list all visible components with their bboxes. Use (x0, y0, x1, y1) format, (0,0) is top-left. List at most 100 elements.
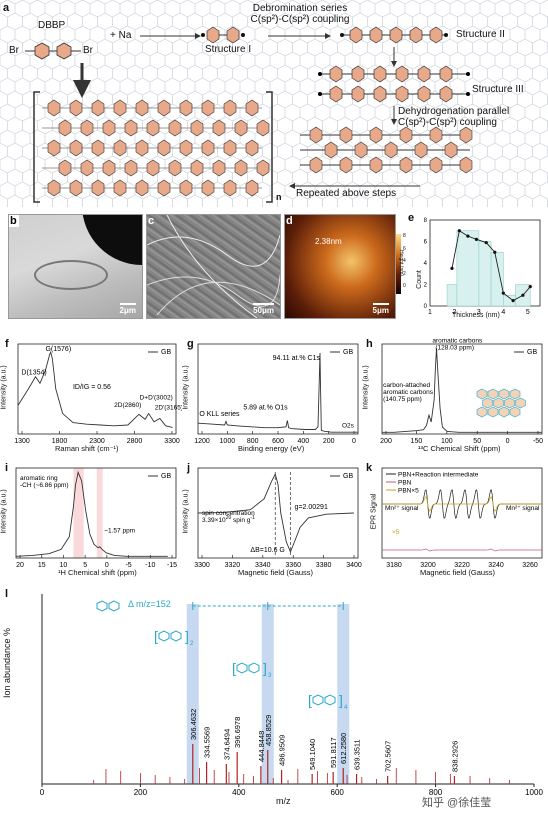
annotation-c-attached: carbon-attached aromatic carbons (140.75 p… (383, 382, 434, 403)
benzene-ring (102, 119, 116, 137)
annotation-d-dprime: D+D'(3002) (140, 395, 173, 402)
benzene-ring (91, 139, 105, 157)
benzene-ring (113, 179, 127, 197)
fit-point (474, 237, 479, 241)
repeated-steps-label: Repeated above steps (296, 188, 397, 199)
benzene-ring (179, 179, 193, 197)
x-tick-label: 2800 (127, 438, 143, 445)
x-tick-label: 3 (477, 309, 481, 316)
histogram-bar (446, 284, 458, 307)
x-tick-label: 0 (105, 562, 109, 569)
ms-peak-label: 486.9509 (278, 735, 287, 766)
fit-point (528, 285, 532, 289)
ms-peak-label: 591.8117 (329, 737, 338, 768)
panel-j-ylabel: Intensity (a.u.) (182, 489, 190, 534)
graphene-hexagon (509, 388, 521, 400)
y-tick-label: 8 (424, 218, 428, 224)
oligomer-highlight (337, 604, 350, 784)
panel-a: a DBBP Br Br + Na Debromination series C… (0, 0, 548, 207)
x-tick-label: -5 (125, 562, 131, 569)
benzene-ring (168, 159, 182, 177)
x-tick-label: 800 (429, 788, 443, 797)
panel-j-label: j (187, 462, 191, 474)
ms-peak-label: 306.4632 (189, 709, 198, 740)
x-tick-label: 1300 (14, 438, 30, 445)
panel-j: j 3300 3320 3340 3360 3380 3400 GB g=2.00291 spi… (182, 462, 364, 580)
x-tick-label: 0 (352, 438, 356, 445)
fit-point (521, 293, 525, 297)
epr-spectrum-pbn: 3180 3200 3220 3240 3260 PBN+Reaction interme… (381, 467, 543, 569)
panel-g-label: g (187, 338, 194, 350)
annotation-g-value: g=2.00291 (295, 504, 328, 511)
panel-f-xlabel: Raman shift (cm⁻¹) (55, 444, 119, 453)
x-tick-label: 0 (506, 438, 510, 445)
legend-label: GB (161, 473, 171, 480)
dimer-ring (158, 630, 170, 642)
panel-i-label: i (5, 462, 9, 474)
benzene-ring (102, 159, 116, 177)
annotation-o1s: 5.89 at.% O1s (243, 405, 288, 412)
h1-nmr-spectrum: 20 15 10 5 0 -5 -10 -15 GB aromatic ring -CH (~6.8… (15, 467, 177, 569)
benzene-ring (256, 119, 270, 137)
panel-k-label: k (366, 462, 373, 474)
dehydrogenated-ribbon (300, 126, 473, 174)
benzene-ring (135, 179, 149, 197)
afm-image-d: d 2.38nm 5μm (284, 214, 396, 319)
benzene-ring (58, 119, 72, 137)
benzene-ring (201, 99, 215, 117)
spectrum-line (197, 352, 358, 433)
benzene-ring (212, 159, 226, 177)
x-tick-label: 3180 (386, 562, 402, 569)
colorbar-tick: 0 (403, 283, 406, 289)
x-tick-label: -15 (167, 562, 177, 569)
legend-label: GB (343, 349, 353, 356)
panel-l-xlabel: m/z (276, 796, 291, 806)
x-tick-label: 200 (134, 788, 148, 797)
dehydrogenation-line1: Dehydrogenation parallel (398, 106, 510, 117)
benzene-ring (80, 119, 94, 137)
graphene-hexagon (487, 406, 499, 418)
annotation-aromatic: aromatic ring -CH (~6.86 ppm) (20, 475, 69, 489)
benzene-ring (146, 159, 160, 177)
legend-label: PBN+Reaction intermediate (398, 472, 479, 479)
annotation-d-band: D(1354) (21, 370, 46, 377)
legend-label: GB (161, 349, 171, 356)
graphene-hexagon (515, 397, 526, 409)
benzene-ring (124, 119, 138, 137)
c13-nmr-spectrum: 200 150 100 50 0 -50 GB hydrogen-bondedaromatic… (380, 330, 543, 445)
x-tick-label: 800 (247, 438, 259, 445)
x-tick-label: -50 (533, 438, 543, 445)
fit-point (457, 229, 461, 233)
fit-curve (451, 230, 531, 302)
benzene-ring (190, 159, 204, 177)
graphene-hexagon (498, 406, 510, 418)
watermark: 知乎 @徐佳莹 (422, 797, 492, 809)
panel-k-ylabel: EPR Signal (370, 493, 378, 530)
structure-2-label: Structure II (456, 29, 505, 40)
panel-b-scale: 2μm (120, 303, 136, 315)
biphenyl-ring (108, 600, 120, 612)
x-tick-label: 3340 (255, 562, 271, 569)
plot-frame (381, 343, 543, 435)
y-tick-label: 4 (424, 261, 428, 267)
ms-peak-label: 374.6494 (222, 729, 231, 760)
panel-c-scale: 50μm (253, 303, 274, 315)
annotation-g-band: G(1576) (45, 346, 71, 353)
benzene-ring (223, 139, 237, 157)
histogram-bar (490, 251, 504, 307)
x-tick-label: 5 (83, 562, 87, 569)
y-tick-label: 0 (424, 304, 428, 310)
annotation-o2s: O2s (342, 423, 355, 430)
panel-h-xlabel: ¹³C Chemical Shift (ppm) (418, 444, 501, 453)
panel-e-xlabel: Thickness (nm) (452, 312, 500, 319)
ms-peak-label: 702.5607 (384, 741, 393, 772)
x-tick-label: 1000 (220, 438, 236, 445)
panel-h-label: h (366, 338, 373, 350)
colorbar-tick: 2 (403, 270, 406, 277)
dbbp-molecule (25, 42, 81, 60)
ms-peak-label: 639.3511 (353, 739, 362, 770)
benzene-ring (223, 99, 237, 117)
structure-3-chains (318, 65, 470, 103)
x-tick-label: 1800 (52, 438, 68, 445)
colorbar-tick: 4 (403, 258, 406, 264)
